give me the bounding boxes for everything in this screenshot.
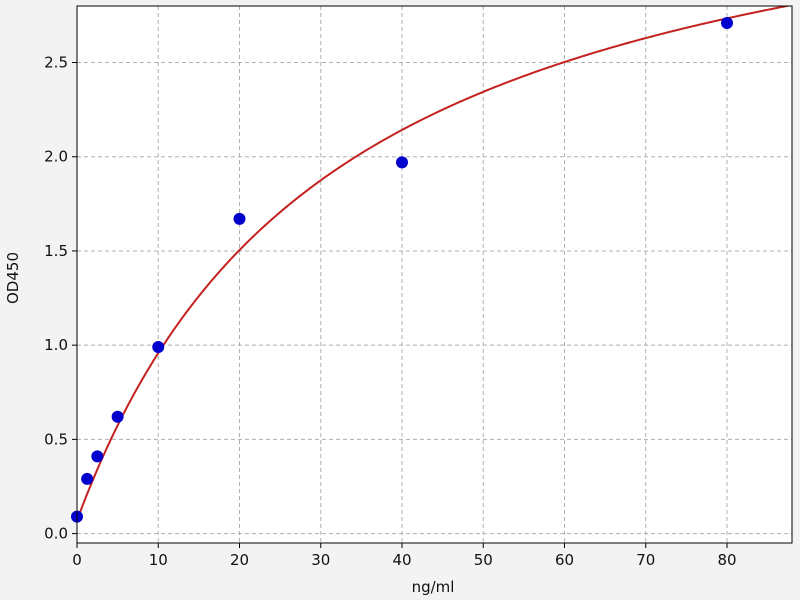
y-axis-label: OD450 <box>4 252 22 304</box>
x-axis-label: ng/ml <box>412 578 455 596</box>
y-tick-label: 0.5 <box>44 430 68 448</box>
x-tick-label: 20 <box>230 551 249 569</box>
x-tick-label: 0 <box>72 551 82 569</box>
x-tick-label: 50 <box>474 551 493 569</box>
plot-area <box>77 6 792 543</box>
data-points <box>71 16 733 523</box>
y-tick-label: 0.0 <box>44 525 68 543</box>
x-tick-label: 70 <box>636 551 655 569</box>
y-tick-label: 1.5 <box>44 242 68 260</box>
x-tick-label: 40 <box>392 551 411 569</box>
x-tick-label: 60 <box>555 551 574 569</box>
fit-curve <box>77 6 792 521</box>
y-tick-label: 1.0 <box>44 336 68 354</box>
data-point <box>111 410 124 423</box>
data-point <box>91 450 104 463</box>
data-point <box>721 16 733 29</box>
data-point <box>152 341 165 354</box>
plot-background <box>77 6 792 543</box>
x-tick-label: 10 <box>149 551 168 569</box>
x-tick-label: 30 <box>311 551 330 569</box>
y-tick-label: 2.0 <box>44 148 68 166</box>
data-point <box>81 472 94 485</box>
data-point <box>233 212 246 225</box>
axes: 0 10 20 30 40 50 60 70 80 0.0 0.5 1.0 1.5 2.0 2.5 <box>44 5 793 569</box>
fit-curve-line <box>77 6 792 521</box>
data-point <box>396 156 408 169</box>
x-tick-label: 80 <box>717 551 736 569</box>
y-tick-label: 2.5 <box>44 54 68 72</box>
plot-frame <box>76 5 793 544</box>
